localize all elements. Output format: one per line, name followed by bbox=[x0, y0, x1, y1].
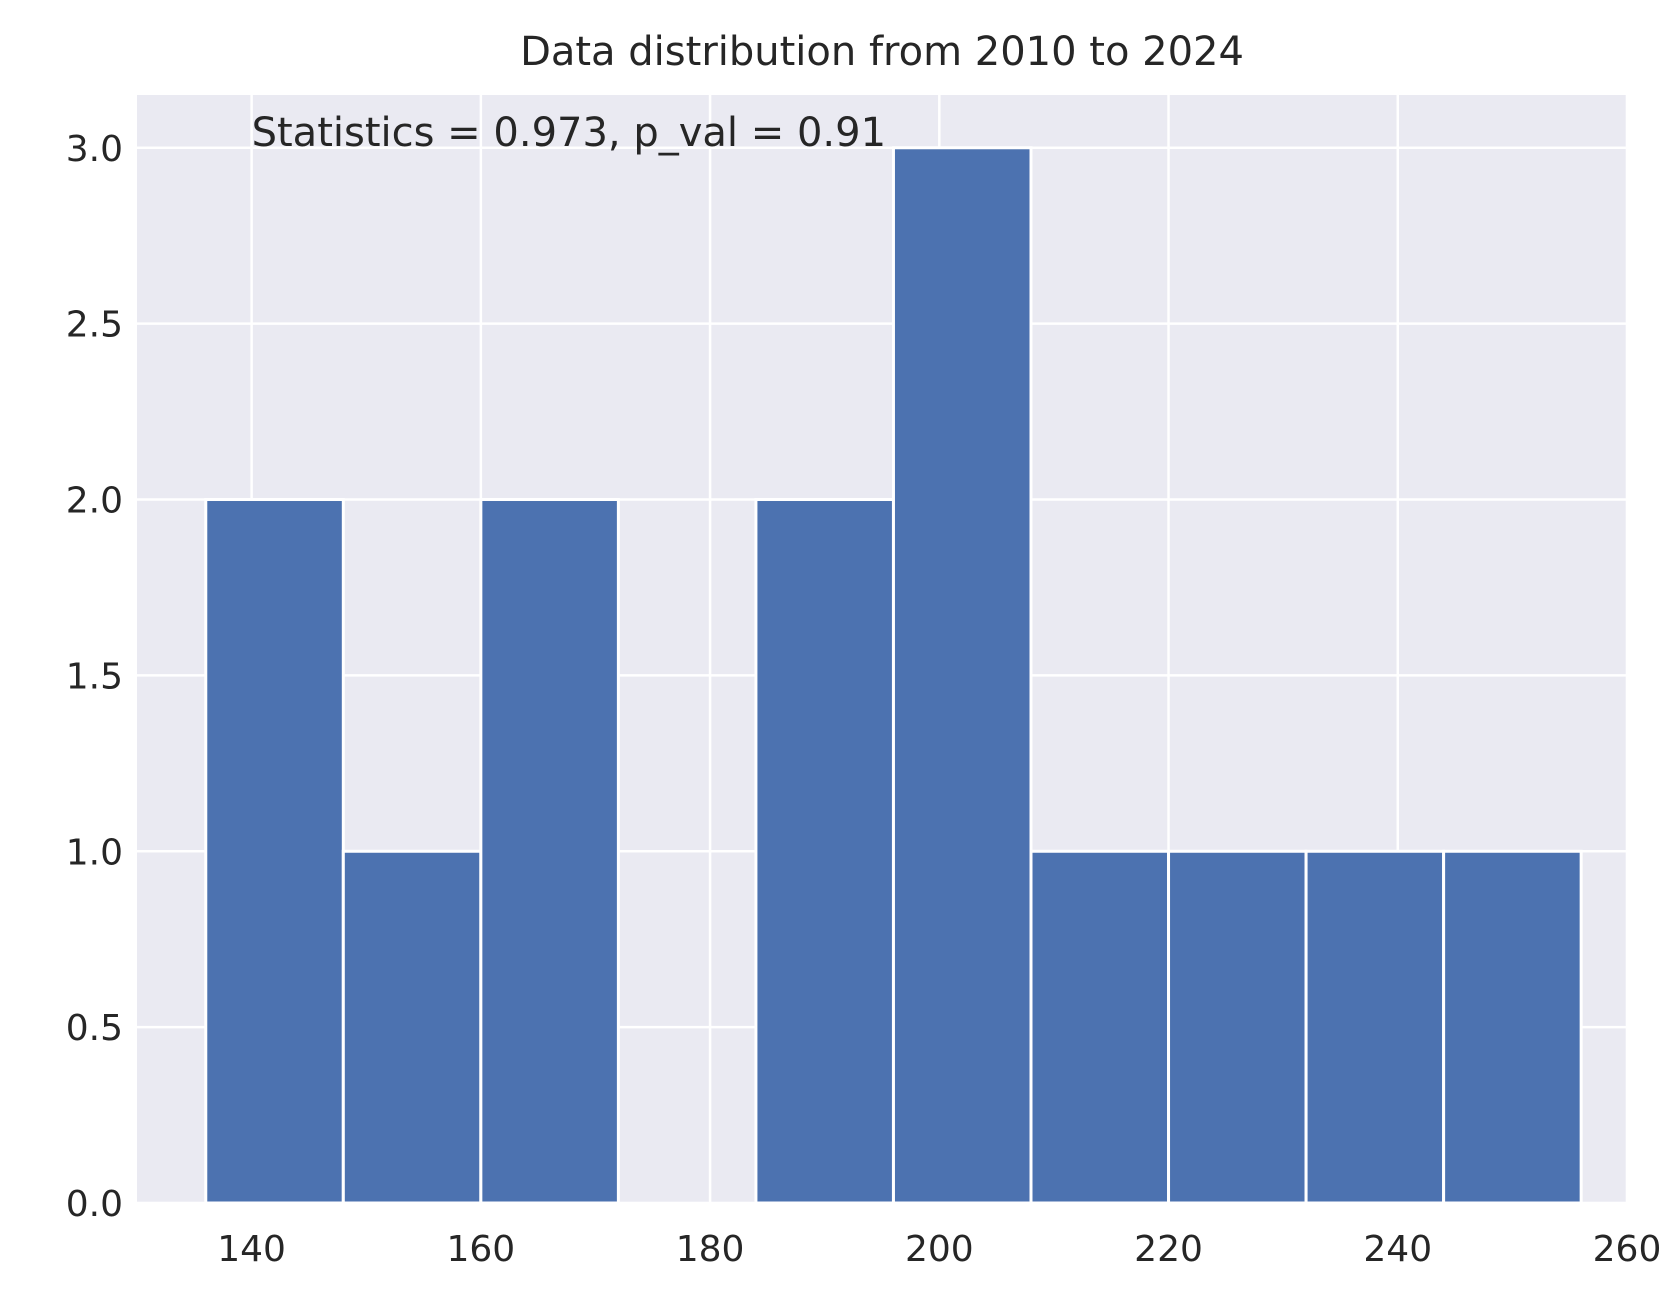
x-tick-label-5: 240 bbox=[1363, 1229, 1432, 1270]
y-tick-label-6: 3.0 bbox=[66, 129, 123, 170]
y-tick-label-2: 1.0 bbox=[66, 832, 123, 873]
histogram-bar-8 bbox=[1304, 849, 1446, 1205]
x-tick-label-6: 260 bbox=[1593, 1229, 1662, 1270]
y-tick-labels: 0.0 0.5 1.0 1.5 2.0 2.5 3.0 bbox=[66, 129, 123, 1225]
y-tick-label-1: 0.5 bbox=[66, 1008, 123, 1049]
x-tick-labels: 140 160 180 200 220 240 260 bbox=[217, 1229, 1661, 1270]
y-tick-label-3: 1.5 bbox=[66, 656, 123, 697]
x-tick-label-3: 200 bbox=[905, 1229, 974, 1270]
histogram-bar-1 bbox=[341, 849, 483, 1205]
y-tick-label-5: 2.5 bbox=[66, 305, 123, 346]
x-tick-label-4: 220 bbox=[1134, 1229, 1203, 1270]
x-tick-label-1: 160 bbox=[446, 1229, 515, 1270]
histogram-bar-4 bbox=[754, 498, 895, 1205]
histogram-bar-7 bbox=[1167, 849, 1308, 1205]
statistics-annotation: Statistics = 0.973, p_val = 0.91 bbox=[252, 110, 886, 156]
chart-title: Data distribution from 2010 to 2024 bbox=[520, 29, 1244, 75]
x-tick-label-0: 140 bbox=[217, 1229, 286, 1270]
histogram-bar-0 bbox=[204, 498, 345, 1205]
y-tick-label-4: 2.0 bbox=[66, 481, 123, 522]
histogram-bars bbox=[204, 146, 1583, 1205]
histogram-bar-6 bbox=[1029, 849, 1171, 1205]
y-tick-label-0: 0.0 bbox=[66, 1184, 123, 1225]
histogram-bar-9 bbox=[1442, 849, 1583, 1205]
histogram-bar-5 bbox=[891, 146, 1033, 1205]
histogram-bar-2 bbox=[479, 498, 620, 1205]
x-tick-label-2: 180 bbox=[676, 1229, 745, 1270]
